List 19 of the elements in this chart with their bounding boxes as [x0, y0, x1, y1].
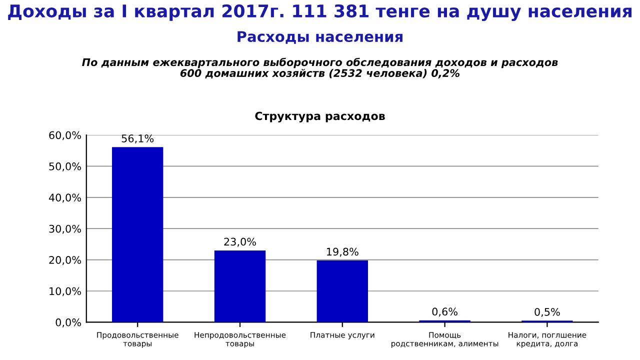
text: Структура расходов [255, 112, 385, 122]
y-tick-label: 60,0% [49, 131, 81, 140]
y-tick-label: 50,0% [49, 162, 81, 172]
chart-subtitle: Расходы населения [238, 31, 402, 44]
data-label: 0,5% [534, 308, 560, 317]
y-tick-label: 20,0% [49, 256, 81, 265]
text: По данным ежеквартального выборочного обследования доходов и расходов 600 домашних хозяйств (2532 человека) 0,2% [82, 58, 558, 78]
bar [316, 260, 368, 322]
data-label: 19,8% [327, 248, 358, 257]
chart-title: Доходы за I квартал 2017г. 111 381 тенге на душу населения [8, 4, 632, 21]
y-tick-label: 10,0% [50, 287, 81, 296]
data-label: 23,0% [224, 238, 256, 247]
y-tick-label: 0,0% [56, 318, 81, 328]
bar [214, 250, 266, 322]
y-tick-label: 30,0% [49, 224, 81, 234]
data-label: 56,1% [122, 134, 154, 144]
y-tick-label: 40,0% [48, 194, 81, 203]
bar [112, 147, 164, 322]
data-label: 0,6% [432, 308, 458, 317]
